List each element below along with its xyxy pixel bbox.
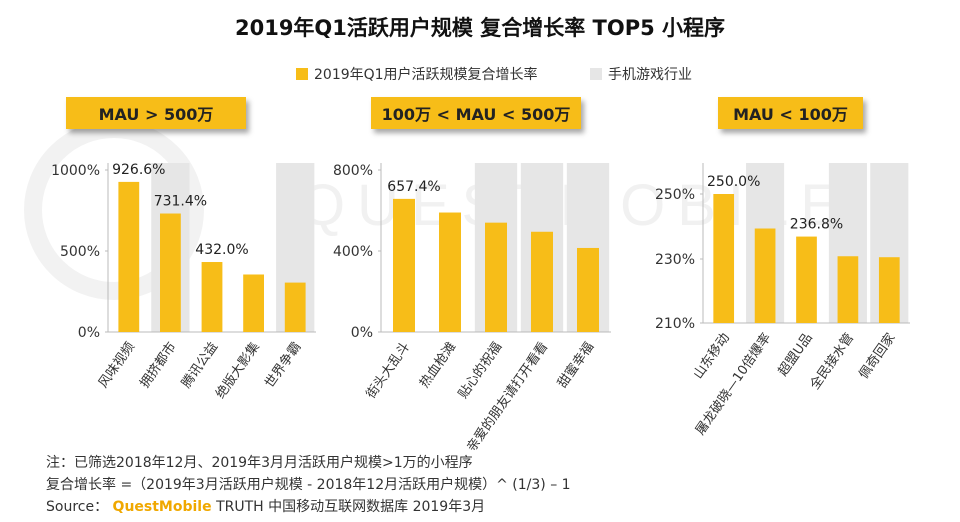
source-line: Source： QuestMobile TRUTH 中国移动互联网数据库 201… xyxy=(46,496,571,518)
data-label: 236.8% xyxy=(790,217,843,233)
data-label: 250.0% xyxy=(707,174,760,190)
legend: 2019年Q1用户活跃规模复合增长率 手机游戏行业 xyxy=(0,64,960,86)
bar xyxy=(577,247,599,332)
legend-item-growth: 2019年Q1用户活跃规模复合增长率 xyxy=(296,64,538,84)
bar xyxy=(160,213,181,332)
badge-mau-small: MAU < 100万 xyxy=(718,97,863,129)
category-label: 甜蜜幸福 xyxy=(554,339,597,391)
bar xyxy=(284,282,306,332)
y-tick-label: 400% xyxy=(333,244,373,260)
bar xyxy=(201,262,223,332)
y-tick-label: 500% xyxy=(60,244,100,260)
y-tick-label: 250% xyxy=(655,187,695,203)
y-tick-label: 210% xyxy=(655,316,695,332)
legend-swatch-growth xyxy=(296,68,308,80)
bar xyxy=(393,198,415,332)
bar xyxy=(878,257,900,323)
y-tick-label: 0% xyxy=(78,325,100,341)
y-tick-label: 800% xyxy=(333,163,373,179)
category-label: 贴心的祝福 xyxy=(455,339,505,401)
bar xyxy=(118,181,140,332)
formula-note: 复合增长率 =（2019年3月活跃用户规模 - 2018年12月活跃用户规模）^… xyxy=(46,477,571,493)
category-label: 腾讯公益 xyxy=(178,339,221,391)
legend-swatch-game xyxy=(590,68,602,80)
bar xyxy=(796,236,817,323)
category-label: 风味视频 xyxy=(96,340,138,391)
bar xyxy=(485,222,507,332)
data-label: 731.4% xyxy=(154,194,207,210)
category-label: 亲爱的朋友请打开看看 xyxy=(464,339,552,450)
y-tick-label: 0% xyxy=(351,325,373,341)
category-label: 屠龙破晓—10倍爆率 xyxy=(692,330,774,438)
legend-item-game: 手机游戏行业 xyxy=(590,64,692,84)
footer: 注：已筛选2018年12月、2019年3月月活跃用户规模>1万的小程序 复合增长… xyxy=(46,452,571,518)
category-label: 拥挤都市 xyxy=(137,339,180,391)
bar xyxy=(837,256,859,323)
category-label: 山东移动 xyxy=(691,331,733,382)
category-label: 佩奇回家 xyxy=(856,330,899,382)
category-label: 热血枪滩 xyxy=(416,339,459,391)
y-tick-label: 1000% xyxy=(51,163,100,179)
footnote: 注：已筛选2018年12月、2019年3月月活跃用户规模>1万的小程序 xyxy=(46,455,473,471)
badge-mau-medium: 100万 < MAU < 500万 xyxy=(371,97,581,129)
bar xyxy=(243,274,264,332)
data-label: 432.0% xyxy=(195,242,248,258)
data-label: 926.6% xyxy=(112,162,165,178)
category-label: 街头大乱斗 xyxy=(364,340,414,402)
bar xyxy=(713,194,735,323)
source-brand: QuestMobile xyxy=(112,499,212,515)
chart-title: 2019年Q1活跃用户规模 复合增长率 TOP5 小程序 xyxy=(234,16,726,40)
legend-label-game: 手机游戏行业 xyxy=(608,67,692,83)
y-tick-label: 230% xyxy=(655,252,695,268)
source-detail: TRUTH 中国移动互联网数据库 2019年3月 xyxy=(216,499,486,515)
category-label: 超盟U品 xyxy=(776,331,816,379)
bar xyxy=(439,212,461,332)
bar xyxy=(754,228,776,323)
category-label: 世界争霸 xyxy=(262,340,304,391)
source-label: Source： xyxy=(46,499,109,515)
legend-label-growth: 2019年Q1用户活跃规模复合增长率 xyxy=(314,67,538,83)
bar xyxy=(531,231,553,332)
badge-mau-large: MAU > 500万 xyxy=(66,97,246,129)
chart-area: QUESTMOBILE1000%500%0%926.6%风味视频731.4%拥挤… xyxy=(51,162,910,450)
data-label: 657.4% xyxy=(387,179,440,195)
